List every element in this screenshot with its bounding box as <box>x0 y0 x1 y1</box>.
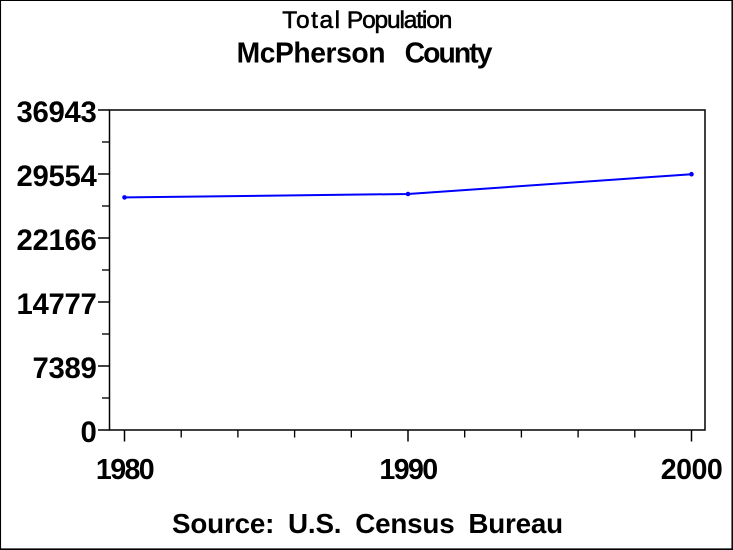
svg-text:Population: Population <box>347 7 452 34</box>
svg-text:7389: 7389 <box>33 352 97 385</box>
svg-text:36943: 36943 <box>17 96 97 129</box>
svg-text:29554: 29554 <box>17 160 98 193</box>
svg-text:McPherson: McPherson <box>237 37 385 69</box>
svg-text:0: 0 <box>81 416 97 449</box>
svg-text:14777: 14777 <box>17 288 97 321</box>
svg-text:22166: 22166 <box>17 224 97 257</box>
svg-text:2000: 2000 <box>661 454 723 486</box>
svg-text:Total: Total <box>282 7 341 34</box>
svg-text:County: County <box>405 37 493 69</box>
svg-text:Source: U.S. Census Bureau: Source: U.S. Census Bureau <box>172 508 563 539</box>
svg-text:1990: 1990 <box>379 454 437 486</box>
svg-text:1980: 1980 <box>96 454 154 486</box>
